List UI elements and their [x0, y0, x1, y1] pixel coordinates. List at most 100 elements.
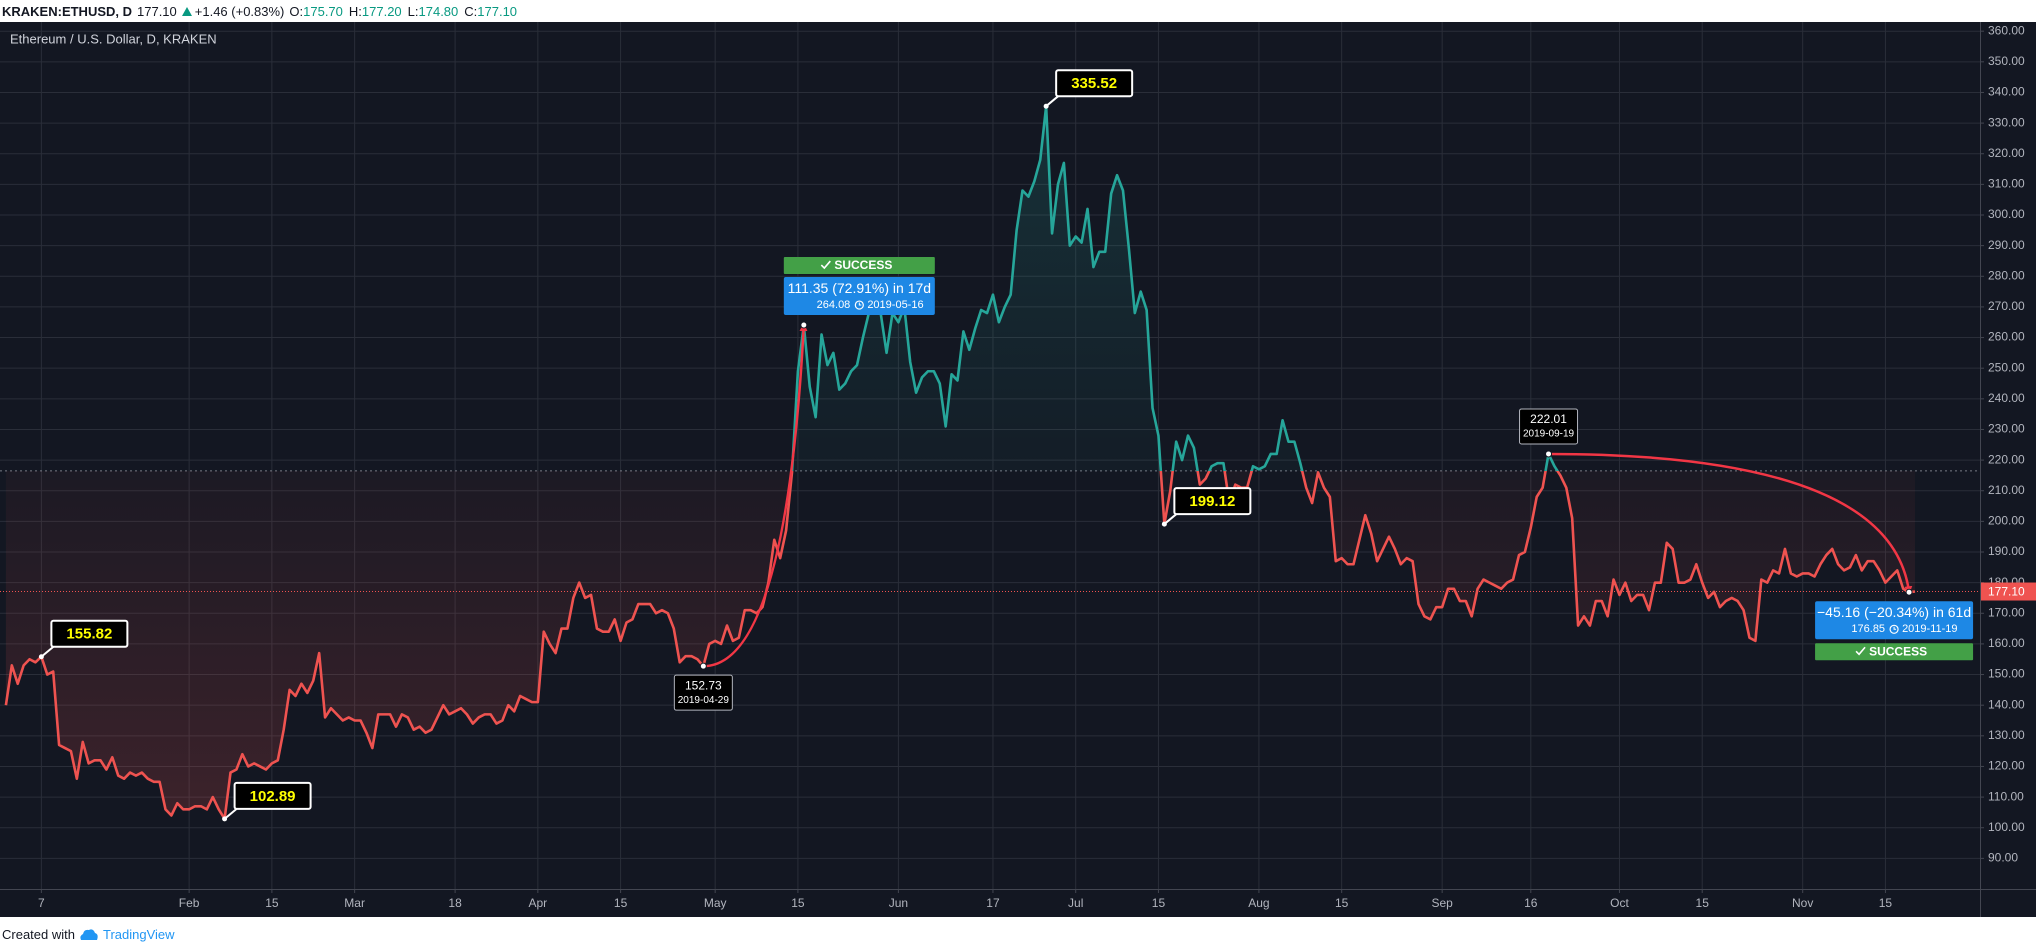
y-tick-label: 140.00	[1988, 697, 2025, 711]
annotation-point	[1043, 103, 1049, 109]
start-value: 152.73	[685, 678, 722, 692]
success-label: SUCCESS	[834, 258, 892, 272]
annotation-point	[38, 654, 44, 660]
y-tick-label: 150.00	[1988, 667, 2025, 681]
ohlc-value: 177.10	[477, 3, 518, 19]
x-tick-label: Sep	[1431, 896, 1453, 910]
annotation-box	[1055, 69, 1134, 98]
x-tick-label: 15	[1152, 896, 1166, 910]
footer-brand: TradingView	[102, 927, 175, 942]
ohlc-label: C:	[464, 3, 478, 19]
measure-start	[1545, 450, 1553, 458]
x-tick-label: 18	[448, 896, 462, 910]
price-line	[4, 104, 1916, 821]
x-tick-label: Oct	[1610, 896, 1629, 910]
y-tick-label: 230.00	[1988, 422, 2025, 436]
change: +1.46 (+0.83%)	[194, 3, 285, 19]
logo	[80, 928, 98, 940]
measure-label: 111.35 (72.91%) in 17d	[788, 280, 931, 296]
y-tick-label: 100.00	[1988, 820, 2025, 834]
x-tick-label: 15	[1879, 896, 1893, 910]
x-tick-label: Aug	[1248, 896, 1269, 910]
x-tick-label: 15	[265, 896, 279, 910]
clock-icon	[1889, 624, 1899, 634]
measure-start	[699, 662, 707, 670]
measure-end-value: 264.08	[817, 299, 851, 311]
annotation-pointer	[40, 645, 55, 658]
annotation-label: 335.52	[1071, 75, 1117, 92]
y-tick-label: 190.00	[1988, 544, 2025, 558]
y-tick-label: 160.00	[1988, 636, 2025, 650]
annotation-point	[222, 816, 228, 822]
measure-arrow	[1548, 452, 1913, 595]
x-tick-label: 17	[986, 896, 1000, 910]
y-tick-label: 290.00	[1988, 238, 2025, 252]
x-tick-label: 15	[1696, 896, 1710, 910]
x-tick-label: May	[704, 896, 727, 910]
x-tick-label: 15	[1335, 896, 1349, 910]
y-tick-label: 90.00	[1988, 851, 2018, 865]
y-tick-label: 280.00	[1988, 268, 2025, 282]
last-price-label: 177.10	[1988, 585, 2025, 599]
clock-hand	[858, 302, 862, 306]
annotation-label: 155.82	[66, 626, 112, 643]
clock-hand	[1893, 626, 1897, 630]
footer: Created with TradingView	[0, 917, 2036, 952]
ohlc-label: O:	[289, 3, 304, 19]
y-tick-label: 360.00	[1988, 23, 2025, 37]
annotation-box	[233, 781, 312, 810]
x-tick-label: 7	[38, 896, 45, 910]
y-tick-label: 320.00	[1988, 146, 2025, 160]
ohlc: O:175.70 H:177.20 L:174.80 C:177.10	[289, 4, 523, 19]
y-tick-label: 340.00	[1988, 85, 2025, 99]
y-tick-label: 350.00	[1988, 54, 2025, 68]
annotation-box	[1173, 487, 1252, 516]
y-tick-label: 120.00	[1988, 759, 2025, 773]
y-tick-label: 110.00	[1988, 789, 2024, 803]
start-label-box	[673, 674, 733, 711]
check-icon	[1855, 646, 1866, 656]
last-price: 177.10	[137, 3, 177, 19]
y-tick-label: 330.00	[1988, 115, 2025, 129]
start-label-box	[1519, 408, 1579, 445]
last-price-box	[1981, 582, 2036, 601]
measure-box	[783, 277, 935, 316]
x-tick-label: Jun	[889, 896, 908, 910]
clock-icon	[854, 300, 864, 310]
footer-text: Created with	[2, 927, 75, 942]
success-bar	[783, 257, 935, 275]
y-tick-label: 240.00	[1988, 391, 2025, 405]
symbol: KRAKEN:ETHUSD, D	[2, 3, 132, 19]
annotation-point	[1161, 521, 1167, 527]
annotation-pointer	[1045, 95, 1059, 107]
chart-title: Ethereum / U.S. Dollar, D, KRAKEN	[10, 31, 217, 46]
ohlc-value: 177.20	[361, 3, 402, 19]
x-tick-label: Feb	[179, 896, 200, 910]
ohlc-label: L:	[407, 3, 419, 19]
annotation-pointer	[1163, 513, 1177, 525]
up-icon	[181, 7, 192, 16]
measure-end	[1905, 588, 1913, 596]
x-tick-label: Apr	[529, 896, 548, 910]
y-tick-label: 200.00	[1988, 514, 2025, 528]
measure-arrow	[703, 323, 808, 668]
annotation-pointer	[223, 808, 238, 820]
y-tick-label: 130.00	[1988, 728, 2025, 742]
annotation-label: 199.12	[1189, 493, 1235, 510]
x-tick-label: Jul	[1068, 896, 1083, 910]
success-label: SUCCESS	[1869, 644, 1927, 658]
measure-end-date: 2019-11-19	[1902, 623, 1957, 635]
chart: 155.82 102.89 335.52 199.12 152.73 2019-04-29…	[0, 22, 2036, 917]
annotation-box	[50, 619, 129, 648]
x-tick-label: 15	[614, 896, 628, 910]
measure-end-date: 2019-05-16	[867, 299, 923, 311]
measure-box	[1815, 601, 1974, 640]
annotation-label: 102.89	[250, 788, 296, 805]
y-tick-label: 300.00	[1988, 207, 2025, 221]
x-tick-label: Nov	[1792, 896, 1813, 910]
y-tick-label: 260.00	[1988, 330, 2025, 344]
x-tick-label: Mar	[344, 896, 365, 910]
y-tick-label: 210.00	[1988, 483, 2025, 497]
start-date: 2019-04-29	[678, 695, 730, 706]
